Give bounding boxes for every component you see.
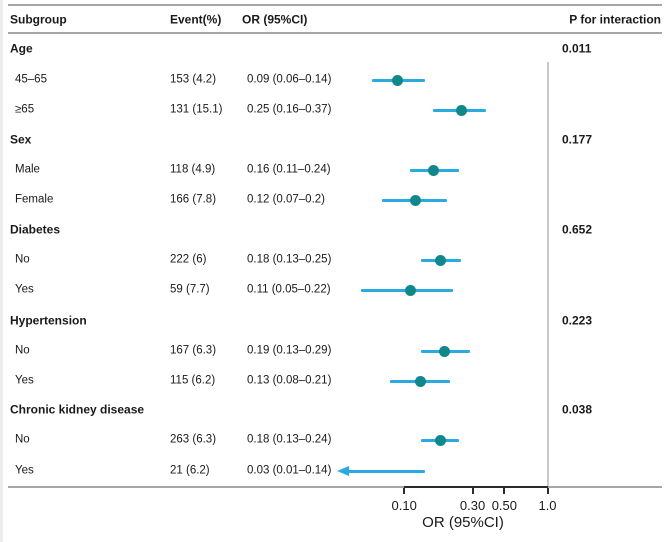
subgroup-row-label: Female xyxy=(15,193,54,206)
x-axis-tick xyxy=(471,488,474,494)
x-axis-tick-label: 0.30 xyxy=(459,498,486,513)
group-label: Hypertension xyxy=(10,313,87,328)
divider-bottom xyxy=(8,486,662,488)
or-ci-value: 0.09 (0.06–0.14) xyxy=(247,73,332,86)
or-ci-value: 0.18 (0.13–0.25) xyxy=(247,253,332,266)
ci-line xyxy=(348,469,426,473)
divider-header xyxy=(8,32,662,34)
p-interaction-value: 0.011 xyxy=(562,41,592,56)
event-percent-value: 118 (4.9) xyxy=(170,163,216,176)
or-ci-value: 0.11 (0.05–0.22) xyxy=(247,283,331,296)
group-label: Sex xyxy=(10,132,32,147)
point-estimate-dot xyxy=(435,434,447,446)
subgroup-row-label: Yes xyxy=(15,283,34,296)
group-label: Chronic kidney disease xyxy=(10,402,145,417)
x-axis-tick xyxy=(546,488,549,494)
point-estimate-dot xyxy=(438,345,450,357)
p-interaction-value: 0.652 xyxy=(562,222,593,237)
event-percent-value: 59 (7.7) xyxy=(170,283,210,296)
subgroup-row-label: ≥65 xyxy=(15,103,35,116)
x-axis-line xyxy=(404,486,549,488)
x-axis-tick-label: 0.50 xyxy=(491,498,518,513)
x-axis-tick xyxy=(403,488,406,494)
event-percent-value: 263 (6.3) xyxy=(170,433,217,446)
x-axis-title: OR (95%CI) xyxy=(422,514,504,531)
or-ci-value: 0.12 (0.07–0.2) xyxy=(247,193,326,206)
group-label: Diabetes xyxy=(10,222,61,237)
ci-clipped-arrowhead xyxy=(337,466,349,476)
point-estimate-dot xyxy=(392,74,404,86)
subgroup-row-label: Yes xyxy=(15,374,34,387)
event-percent-value: 131 (15.1) xyxy=(170,103,223,116)
column-header-or: OR (95%CI) xyxy=(242,12,308,27)
left-edge-strip xyxy=(0,0,3,542)
or-ci-value: 0.13 (0.08–0.21) xyxy=(247,374,332,387)
event-percent-value: 115 (6.2) xyxy=(170,374,216,387)
event-percent-value: 153 (4.2) xyxy=(170,73,217,86)
p-interaction-value: 0.223 xyxy=(562,313,593,328)
subgroup-row-label: No xyxy=(15,433,30,446)
column-header-subgroup: Subgroup xyxy=(10,12,67,27)
point-estimate-dot xyxy=(410,194,422,206)
column-header-event: Event(%) xyxy=(170,12,222,27)
column-header-p-interaction: P for interaction xyxy=(569,12,661,27)
point-estimate-dot xyxy=(455,104,467,116)
or-ci-value: 0.19 (0.13–0.29) xyxy=(247,344,332,357)
subgroup-row-label: No xyxy=(15,344,30,357)
x-axis-tick xyxy=(503,488,506,494)
subgroup-row-label: Male xyxy=(15,163,40,176)
or-ci-value: 0.16 (0.11–0.24) xyxy=(247,163,331,176)
point-estimate-dot xyxy=(435,254,447,266)
x-axis-tick-label: 0.10 xyxy=(391,498,417,513)
point-estimate-dot xyxy=(427,164,439,176)
divider-top xyxy=(8,4,662,6)
event-percent-value: 222 (6) xyxy=(170,253,207,266)
event-percent-value: 21 (6.2) xyxy=(170,464,210,477)
event-percent-value: 167 (6.3) xyxy=(170,344,217,357)
p-interaction-value: 0.177 xyxy=(562,132,593,147)
or-ci-value: 0.18 (0.13–0.24) xyxy=(247,433,332,446)
reference-line-or-1 xyxy=(547,62,549,486)
point-estimate-dot xyxy=(404,284,416,296)
event-percent-value: 166 (7.8) xyxy=(170,193,217,206)
point-estimate-dot xyxy=(415,375,427,387)
subgroup-row-label: No xyxy=(15,253,30,266)
subgroup-row-label: Yes xyxy=(15,464,34,477)
p-interaction-value: 0.038 xyxy=(562,402,593,417)
group-label: Age xyxy=(10,41,33,56)
x-axis-tick-label: 1.0 xyxy=(538,498,557,513)
subgroup-row-label: 45–65 xyxy=(15,73,47,86)
or-ci-value: 0.03 (0.01–0.14) xyxy=(247,464,332,477)
or-ci-value: 0.25 (0.16–0.37) xyxy=(247,103,332,116)
